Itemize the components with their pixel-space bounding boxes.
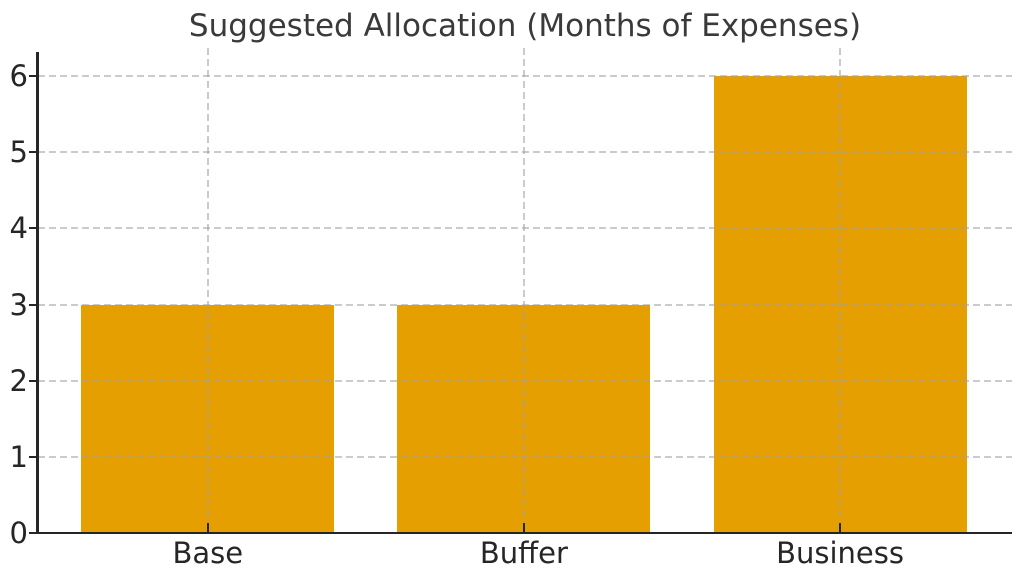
x-axis-line [36, 531, 1012, 534]
y-tick-label-1: 1 [9, 439, 28, 474]
x-tick-mark-business [839, 522, 842, 532]
y-tick-mark-2 [29, 379, 37, 382]
v-gridline-business [839, 48, 842, 531]
y-tick-mark-1 [29, 455, 37, 458]
h-gridline-2 [38, 379, 1012, 382]
y-tick-mark-4 [29, 227, 37, 230]
v-gridline-buffer [522, 48, 525, 531]
y-tick-mark-0 [29, 532, 37, 534]
h-gridline-6 [38, 75, 1012, 77]
x-tick-mark-buffer [522, 522, 525, 532]
y-tick-label-0: 0 [9, 516, 28, 550]
y-tick-label-3: 3 [9, 287, 28, 322]
h-gridline-1 [38, 455, 1012, 458]
x-tick-mark-base [206, 522, 209, 532]
y-tick-label-5: 5 [9, 135, 28, 170]
chart-title: Suggested Allocation (Months of Expenses… [188, 8, 862, 44]
y-tick-mark-5 [29, 151, 37, 154]
h-gridline-4 [38, 227, 1012, 230]
h-gridline-3 [38, 303, 1012, 306]
y-axis-line [36, 52, 39, 534]
x-tick-label-base: Base [172, 536, 244, 570]
y-tick-label-2: 2 [9, 363, 28, 398]
x-tick-label-buffer: Buffer [479, 536, 568, 570]
y-tick-mark-6 [29, 75, 37, 77]
h-gridline-5 [38, 151, 1012, 154]
y-tick-label-4: 4 [9, 211, 28, 246]
x-tick-label-business: Business [776, 536, 904, 570]
y-tick-mark-3 [29, 303, 37, 306]
y-tick-label-6: 6 [9, 59, 28, 93]
v-gridline-base [206, 48, 209, 531]
